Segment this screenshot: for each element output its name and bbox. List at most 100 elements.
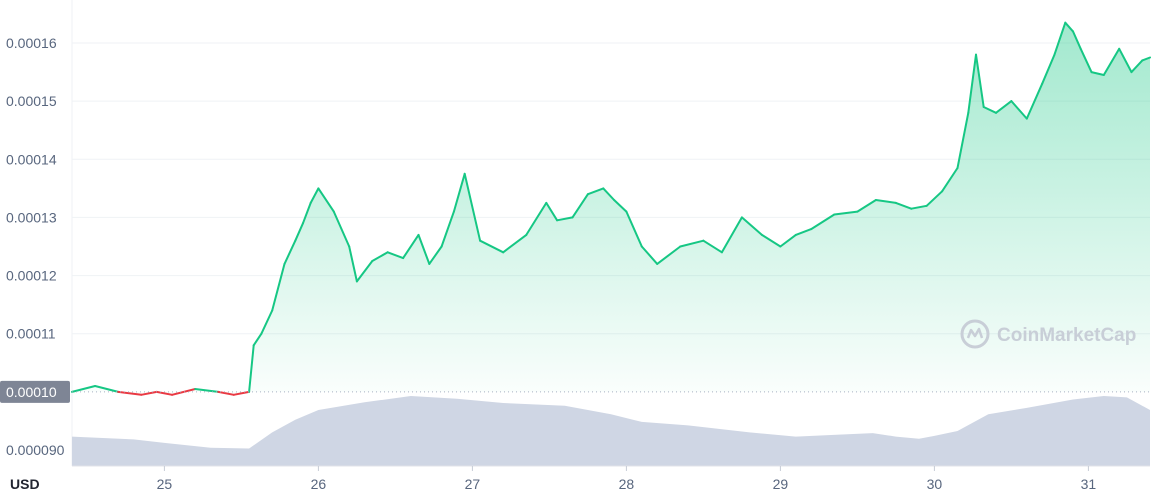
price-line-segment xyxy=(452,172,466,213)
price-line-segment xyxy=(995,100,1013,114)
y-tick-label: 0.00016 xyxy=(6,35,57,51)
price-line-segment xyxy=(571,193,589,219)
x-tick-label: 25 xyxy=(157,476,173,492)
price-line-segment xyxy=(874,199,897,204)
price-line-segment xyxy=(1090,71,1105,76)
price-line-segment xyxy=(260,309,274,335)
price-line-segment xyxy=(740,216,763,236)
price-line-segment xyxy=(1064,21,1074,33)
price-line-segment xyxy=(625,210,643,248)
price-line-segment xyxy=(702,239,723,254)
price-line-segment xyxy=(613,199,628,213)
price-line-segment xyxy=(925,190,944,207)
price-line-segment xyxy=(982,106,997,114)
price-line-segment xyxy=(309,187,320,204)
price-line-segment xyxy=(94,385,120,393)
price-line-segment xyxy=(1102,47,1121,76)
volume-area xyxy=(72,396,1150,466)
price-line-segment xyxy=(271,262,286,312)
price-line-segment xyxy=(348,245,358,283)
price-line-segment xyxy=(217,390,235,396)
x-tick-label: 28 xyxy=(619,476,635,492)
price-line-segment xyxy=(602,187,616,201)
x-axis: 25 26 27 28 29 30 31 xyxy=(72,465,1150,492)
current-price-badge: 0.00010 xyxy=(0,380,70,403)
price-line-segment xyxy=(252,332,263,347)
price-line-segment xyxy=(355,260,374,283)
y-tick-label: 0.00014 xyxy=(6,151,57,167)
price-area-fill xyxy=(72,22,1150,395)
price-line-segment xyxy=(1072,30,1082,50)
price-line-segment xyxy=(479,239,505,254)
price-line-segment xyxy=(810,213,836,231)
price-line-segment xyxy=(71,385,97,393)
price-line-segment xyxy=(302,201,312,225)
price-line-segment xyxy=(463,172,482,242)
volume-area-shape xyxy=(72,396,1150,466)
x-tick-label: 31 xyxy=(1081,476,1097,492)
price-line-segment xyxy=(720,216,743,254)
x-tick-label: 26 xyxy=(311,476,327,492)
price-line-segment xyxy=(1010,100,1028,120)
price-line-segment xyxy=(155,390,174,396)
price-line-segment xyxy=(332,210,351,248)
price-line-segment xyxy=(294,222,304,242)
price-line-segment xyxy=(556,216,574,222)
price-line-segment xyxy=(545,201,559,222)
x-tick-label: 30 xyxy=(927,476,943,492)
price-line-segment xyxy=(956,111,970,169)
price-line-segment xyxy=(317,187,335,213)
price-line-segment xyxy=(440,210,455,248)
price-line-segment xyxy=(586,187,605,196)
price-line-segment xyxy=(140,390,158,396)
price-line-segment xyxy=(417,233,431,265)
y-tick-label: 0.00015 xyxy=(6,93,57,109)
watermark-text: CoinMarketCap xyxy=(997,325,1136,346)
price-line-segment xyxy=(975,53,985,108)
y-tick-label: 0.00013 xyxy=(6,209,57,225)
price-line-segment xyxy=(194,388,220,393)
x-tick-label: 29 xyxy=(773,476,789,492)
price-line-segment xyxy=(117,390,143,396)
y-tick-label: 0.000090 xyxy=(6,442,65,458)
price-line-segment xyxy=(760,233,782,248)
price-line-segment xyxy=(283,239,297,265)
price-line-segment xyxy=(232,390,251,396)
price-line-segment xyxy=(371,251,389,262)
price-line-segment xyxy=(428,245,443,265)
price-line-segment xyxy=(910,204,928,210)
price-line-segment xyxy=(656,245,682,265)
price-line-segment xyxy=(1025,82,1044,120)
y-tick-label: 0.00012 xyxy=(6,268,57,284)
price-line-segment xyxy=(1118,47,1133,74)
price-line-segment xyxy=(248,344,255,393)
price-line-segment xyxy=(967,53,977,114)
coinmarketcap-logo-icon xyxy=(960,319,990,349)
currency-label: USD xyxy=(10,476,40,492)
price-line-segment xyxy=(941,167,959,193)
price-series xyxy=(71,21,1151,396)
price-line-segment xyxy=(402,233,420,260)
price-line-segment xyxy=(779,233,797,248)
price-line-segment xyxy=(502,233,528,254)
y-tick-label: 0.00011 xyxy=(6,326,56,342)
price-line-segment xyxy=(794,228,813,236)
price-line-segment xyxy=(1141,56,1151,62)
y-axis: 0.00016 0.00015 0.00014 0.00013 0.00012 0.000… xyxy=(6,35,65,458)
price-line-segment xyxy=(856,199,877,213)
price-line-segment xyxy=(833,210,859,216)
price-line-segment xyxy=(1130,59,1144,74)
price-line-segment xyxy=(1053,21,1067,56)
price-line-segment xyxy=(640,245,659,265)
price-line-segment xyxy=(1041,53,1056,85)
price-line-segment xyxy=(171,388,197,396)
current-price-label: 0.00010 xyxy=(6,384,57,400)
price-line-segment xyxy=(386,251,405,260)
price-line-segment xyxy=(679,239,705,248)
watermark: CoinMarketCap xyxy=(960,319,1136,349)
price-line-segment xyxy=(525,201,548,236)
x-tick-label: 27 xyxy=(465,476,481,492)
price-line-segment xyxy=(894,201,913,210)
price-line-segment xyxy=(1079,47,1093,74)
